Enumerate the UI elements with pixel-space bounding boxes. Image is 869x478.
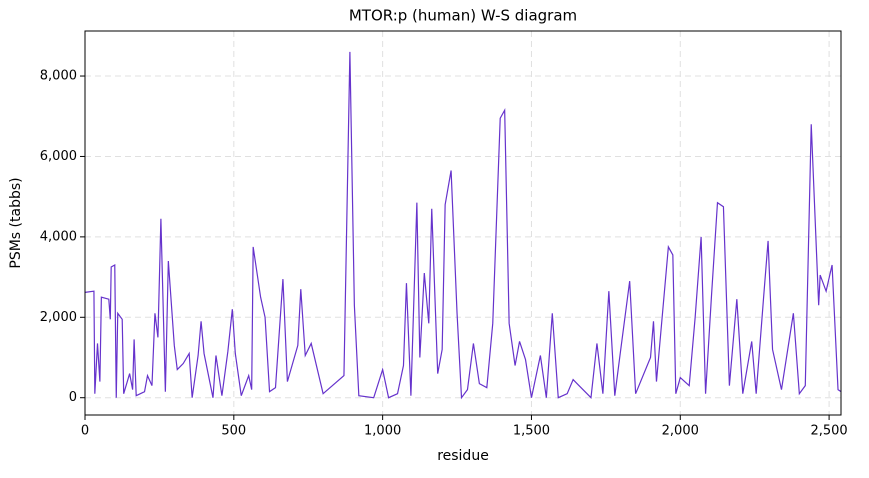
y-tick-label: 0 <box>69 390 77 405</box>
y-axis-label: PSMs (tabbs) <box>8 177 24 268</box>
x-tick-label: 2,500 <box>810 424 847 439</box>
x-tick-label: 2,000 <box>662 424 699 439</box>
x-tick-label: 1,500 <box>513 424 550 439</box>
y-tick-label: 8,000 <box>40 69 77 84</box>
x-tick-label: 0 <box>81 424 89 439</box>
y-tick-label: 4,000 <box>40 229 77 244</box>
x-tick-label: 1,000 <box>364 424 401 439</box>
plot-frame <box>84 30 842 416</box>
x-axis-label: residue <box>437 448 489 464</box>
y-tick-label: 6,000 <box>40 149 77 164</box>
data-line <box>84 51 842 400</box>
y-tick-label: 2,000 <box>40 310 77 325</box>
chart-title: MTOR:p (human) W-S diagram <box>349 7 577 25</box>
x-tick-label: 500 <box>221 424 246 439</box>
